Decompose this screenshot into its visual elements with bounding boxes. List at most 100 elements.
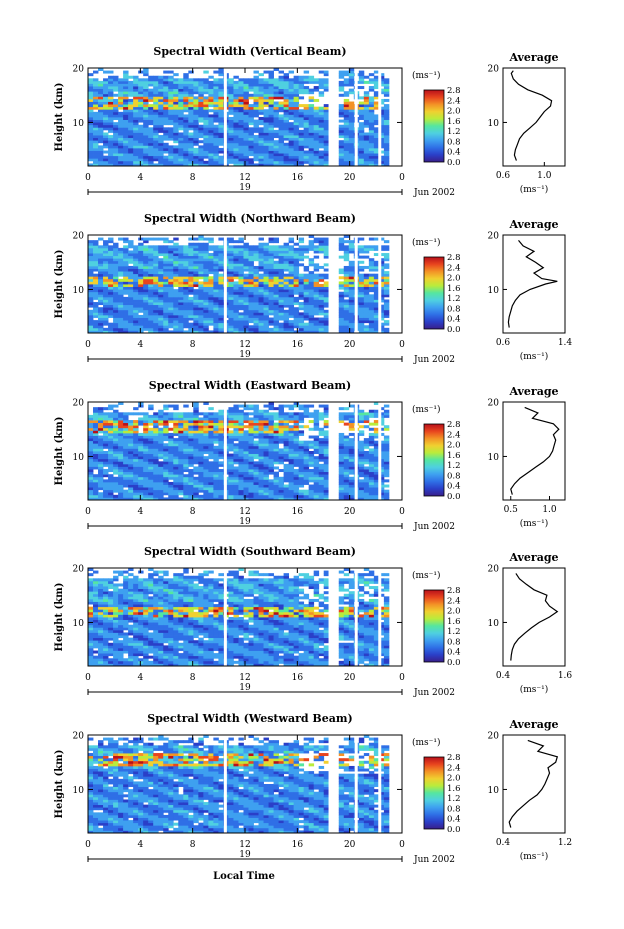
heatmap-cell <box>273 284 279 287</box>
heatmap-cell <box>178 106 184 110</box>
heatmap-cell <box>268 150 274 154</box>
heatmap-cell <box>133 142 139 146</box>
heatmap-cell <box>173 101 179 105</box>
heatmap-cell <box>378 124 385 128</box>
heatmap-cell <box>343 322 350 326</box>
heatmap-cell <box>138 281 144 285</box>
heatmap-cell <box>208 101 214 105</box>
heatmap-cell <box>273 237 279 241</box>
heatmap-cell <box>318 304 325 308</box>
heatmap-cell <box>103 471 109 475</box>
heatmap-cell <box>218 484 224 488</box>
heatmap-cell <box>383 299 390 303</box>
heatmap-cell <box>283 91 290 95</box>
heatmap-cell <box>243 109 249 113</box>
heatmap-cell <box>373 247 380 251</box>
heatmap-cell <box>133 412 139 416</box>
heatmap-cell <box>383 322 390 326</box>
heatmap-cell <box>228 78 234 82</box>
heatmap-cell <box>88 240 94 244</box>
heatmap-cell <box>103 435 109 439</box>
heatmap-cell <box>138 412 144 416</box>
heatmap-cell <box>293 142 300 146</box>
heatmap-cell <box>143 268 149 272</box>
heatmap-cell <box>158 445 164 449</box>
heatmap-cell <box>368 304 375 308</box>
heatmap-cell <box>208 291 214 295</box>
heatmap-cell <box>173 304 179 308</box>
heatmap-cell <box>243 276 249 280</box>
heatmap-cell <box>123 284 129 287</box>
heatmap-cell <box>93 263 99 267</box>
heatmap-cell <box>168 155 174 159</box>
heatmap-cell <box>358 302 365 306</box>
heatmap-cell <box>313 111 320 115</box>
heatmap-cell <box>228 88 234 92</box>
heatmap-cell <box>163 273 169 277</box>
heatmap-cell <box>288 145 295 149</box>
data-gap <box>223 68 227 166</box>
heatmap-cell <box>173 260 179 264</box>
heatmap-cell <box>348 122 355 126</box>
heatmap-cell <box>238 304 244 308</box>
heatmap-cell <box>133 265 139 269</box>
heatmap-cell <box>163 320 169 324</box>
heatmap-cell <box>118 281 124 285</box>
heatmap-cell <box>163 117 169 120</box>
heatmap-cell <box>213 492 219 496</box>
heatmap-cell <box>148 489 154 493</box>
heatmap-cell <box>298 291 305 295</box>
heatmap-cell <box>208 407 214 411</box>
heatmap-cell <box>148 163 154 167</box>
heatmap-cell <box>183 448 189 452</box>
heatmap-cell <box>178 489 184 493</box>
heatmap-cell <box>143 469 149 473</box>
heatmap-cell <box>118 314 124 318</box>
heatmap-cell <box>148 322 154 326</box>
heatmap-cell <box>208 492 214 496</box>
heatmap-cell <box>133 268 139 272</box>
heatmap-cell <box>203 111 209 115</box>
heatmap-cell <box>148 140 154 144</box>
heatmap-cell <box>133 463 139 467</box>
heatmap-cell <box>113 330 119 334</box>
heatmap-cell <box>383 88 390 92</box>
heatmap-cell <box>98 451 104 454</box>
heatmap-cell <box>373 294 380 298</box>
heatmap-cell <box>268 96 274 100</box>
heatmap-cell <box>248 286 254 290</box>
heatmap-cell <box>118 150 124 154</box>
heatmap-cell <box>228 299 234 303</box>
heatmap-cell <box>243 307 249 311</box>
heatmap-cell <box>148 98 154 102</box>
heatmap-cell <box>208 422 214 426</box>
heatmap-cell <box>238 469 244 473</box>
heatmap-cell <box>183 432 189 436</box>
heatmap-cell <box>263 86 269 90</box>
heatmap-cell <box>343 294 350 298</box>
heatmap-cell <box>203 435 209 439</box>
heatmap-cell <box>253 86 259 90</box>
heatmap-cell <box>108 448 114 452</box>
heatmap-cell <box>233 314 239 318</box>
heatmap-cell <box>273 101 279 105</box>
heatmap-cell <box>103 245 109 249</box>
heatmap-cell <box>158 104 164 108</box>
heatmap-cell <box>378 286 385 290</box>
heatmap-cell <box>128 425 134 429</box>
heatmap-cell <box>298 132 305 136</box>
heatmap-cell <box>233 104 239 108</box>
heatmap-cell <box>178 471 184 475</box>
heatmap-cell <box>178 466 184 470</box>
heatmap-cell <box>118 153 124 157</box>
heatmap-cell <box>183 142 189 146</box>
heatmap-cell <box>213 86 219 90</box>
heatmap-cell <box>278 273 284 277</box>
heatmap-cell <box>113 320 119 324</box>
heatmap-cell <box>268 299 274 303</box>
heatmap-cell <box>163 307 169 311</box>
heatmap-cell <box>258 294 264 298</box>
heatmap-cell <box>378 291 385 295</box>
heatmap-cell <box>123 271 129 275</box>
heatmap-cell <box>118 320 124 324</box>
